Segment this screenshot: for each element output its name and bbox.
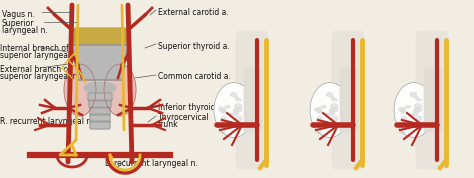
FancyBboxPatch shape <box>90 114 110 122</box>
Ellipse shape <box>221 109 225 113</box>
Ellipse shape <box>221 117 227 122</box>
Ellipse shape <box>315 108 319 111</box>
Ellipse shape <box>228 124 233 127</box>
Ellipse shape <box>219 129 225 133</box>
Ellipse shape <box>410 93 417 96</box>
Ellipse shape <box>413 124 418 126</box>
Ellipse shape <box>416 99 421 101</box>
Ellipse shape <box>332 99 337 101</box>
Ellipse shape <box>328 113 334 116</box>
Text: External branch of: External branch of <box>0 65 71 74</box>
Text: Thyrocervical: Thyrocervical <box>158 113 210 122</box>
Ellipse shape <box>412 113 418 116</box>
FancyBboxPatch shape <box>88 93 112 101</box>
Ellipse shape <box>329 109 335 113</box>
Ellipse shape <box>315 129 321 133</box>
FancyBboxPatch shape <box>424 68 442 132</box>
Ellipse shape <box>64 64 96 116</box>
Ellipse shape <box>214 82 254 137</box>
Ellipse shape <box>414 97 418 99</box>
Ellipse shape <box>219 108 223 111</box>
Ellipse shape <box>408 124 413 127</box>
Ellipse shape <box>332 116 338 121</box>
FancyBboxPatch shape <box>236 31 268 169</box>
FancyBboxPatch shape <box>89 100 111 108</box>
Ellipse shape <box>225 106 230 108</box>
FancyBboxPatch shape <box>90 121 110 129</box>
Ellipse shape <box>237 123 242 126</box>
Ellipse shape <box>321 106 326 108</box>
Ellipse shape <box>235 97 238 99</box>
Ellipse shape <box>399 108 403 111</box>
Ellipse shape <box>329 124 334 126</box>
Ellipse shape <box>405 106 410 108</box>
Ellipse shape <box>317 117 323 122</box>
Ellipse shape <box>236 116 242 121</box>
Ellipse shape <box>399 129 405 133</box>
Ellipse shape <box>317 108 321 112</box>
Ellipse shape <box>236 108 242 112</box>
Polygon shape <box>72 45 128 80</box>
Ellipse shape <box>310 82 350 137</box>
Text: R. recurrent laryngeal n.: R. recurrent laryngeal n. <box>0 117 94 126</box>
Polygon shape <box>72 28 128 45</box>
Ellipse shape <box>394 82 434 137</box>
Ellipse shape <box>229 114 233 116</box>
Ellipse shape <box>409 114 413 116</box>
Ellipse shape <box>230 93 237 96</box>
Text: L. recurrent laryngeal n.: L. recurrent laryngeal n. <box>105 159 198 168</box>
Ellipse shape <box>418 123 422 126</box>
FancyBboxPatch shape <box>340 68 358 132</box>
Ellipse shape <box>415 108 422 112</box>
Ellipse shape <box>401 117 407 122</box>
Ellipse shape <box>331 104 337 109</box>
Ellipse shape <box>233 109 239 113</box>
FancyBboxPatch shape <box>91 99 109 115</box>
Text: Common carotid a.: Common carotid a. <box>158 72 231 81</box>
Text: superior laryngeal n.: superior laryngeal n. <box>0 72 80 81</box>
Ellipse shape <box>324 124 329 127</box>
FancyBboxPatch shape <box>90 107 110 115</box>
Ellipse shape <box>413 109 419 113</box>
Ellipse shape <box>331 108 338 112</box>
Ellipse shape <box>235 104 242 109</box>
Text: Superior: Superior <box>2 19 35 28</box>
Text: Vagus n.: Vagus n. <box>2 10 35 19</box>
FancyBboxPatch shape <box>332 31 364 169</box>
Ellipse shape <box>221 108 225 112</box>
Text: External carotid a.: External carotid a. <box>158 8 229 17</box>
Text: Internal branch of: Internal branch of <box>0 44 69 53</box>
Ellipse shape <box>104 64 136 116</box>
Text: Superior thyroid a.: Superior thyroid a. <box>158 42 230 51</box>
Text: trunk: trunk <box>158 120 179 129</box>
Ellipse shape <box>233 124 238 126</box>
FancyBboxPatch shape <box>416 31 448 169</box>
Ellipse shape <box>233 113 238 116</box>
Ellipse shape <box>401 109 405 113</box>
Ellipse shape <box>84 82 116 94</box>
Ellipse shape <box>416 116 422 121</box>
Ellipse shape <box>317 109 321 113</box>
Ellipse shape <box>334 123 338 126</box>
FancyBboxPatch shape <box>244 68 262 132</box>
Ellipse shape <box>326 93 332 96</box>
Text: laryngeal n.: laryngeal n. <box>2 26 48 35</box>
Ellipse shape <box>325 114 329 116</box>
Ellipse shape <box>401 108 405 112</box>
Ellipse shape <box>236 99 241 101</box>
Text: superior laryngeal n.: superior laryngeal n. <box>0 51 80 60</box>
Text: Inferior thyroid a.: Inferior thyroid a. <box>158 103 225 112</box>
Ellipse shape <box>415 104 422 109</box>
Ellipse shape <box>330 97 334 99</box>
